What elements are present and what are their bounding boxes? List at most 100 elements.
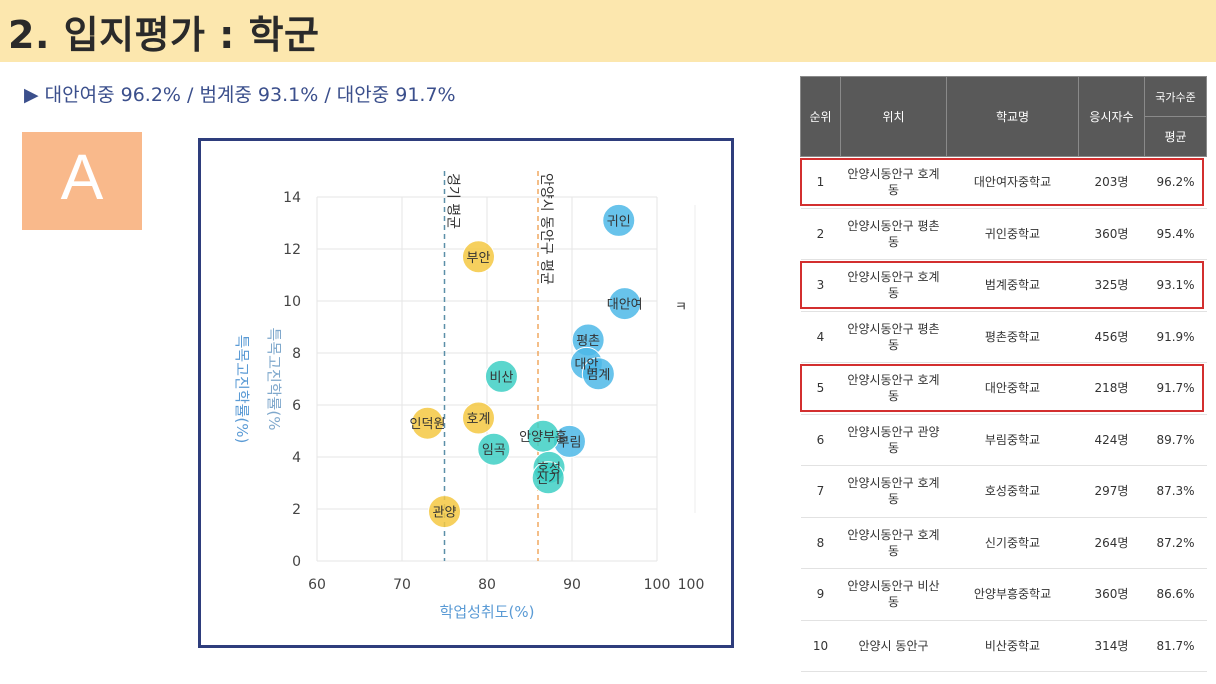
y-tick-label: 4 xyxy=(292,450,301,466)
cell-rank: 9 xyxy=(800,568,841,621)
data-point-label: 귀인 xyxy=(607,214,631,229)
cell-school: 대안여자중학교 xyxy=(946,156,1079,209)
cell-location: 안양시동안구 평촌동 xyxy=(840,311,947,363)
header-rank: 순위 xyxy=(800,76,841,157)
cell-rank: 10 xyxy=(800,620,841,672)
cell-rank: 7 xyxy=(800,465,841,518)
reference-line-label: 경기 평균 xyxy=(445,173,461,229)
cell-school: 귀인중학교 xyxy=(946,208,1079,260)
data-point-label: 신기 xyxy=(536,472,560,487)
cell-takers: 325명 xyxy=(1078,259,1145,312)
x-tick-label-extra: 100 xyxy=(678,577,705,593)
table-row: 5 안양시동안구 호계동 대안중학교 218명 91.7% xyxy=(800,362,1207,415)
cell-rank: 6 xyxy=(800,414,841,466)
data-point-label: 임곡 xyxy=(482,443,506,458)
reference-line-label: 안양시 동안구 평균 xyxy=(538,173,554,285)
cell-school: 비산중학교 xyxy=(946,620,1079,672)
school-ranking-table-wrap: 순위 위치 학교명 응시자수 국가수준 평균 1 안양시동안구 호계동 대안여자중학… xyxy=(800,76,1207,672)
y-axis-label-shadow: 특목고진학률(% xyxy=(265,328,283,431)
cell-average: 89.7% xyxy=(1144,414,1207,466)
y-tick-label: 8 xyxy=(292,346,301,362)
cell-location: 안양시동안구 평촌동 xyxy=(840,208,947,260)
data-point xyxy=(411,406,444,440)
data-point-label: 평촌 xyxy=(576,334,600,349)
table-row: 6 안양시동안구 관양동 부림중학교 424명 89.7% xyxy=(800,414,1207,466)
y-tick-label: 0 xyxy=(292,554,301,570)
cell-takers: 456명 xyxy=(1078,311,1145,363)
x-tick-label: 100 xyxy=(644,577,671,593)
cell-school: 신기중학교 xyxy=(946,517,1079,569)
y-axis-label: 특목고진학률(%) xyxy=(233,335,251,444)
cell-average: 86.6% xyxy=(1144,568,1207,621)
cell-school: 평촌중학교 xyxy=(946,311,1079,363)
data-point-label: 호성 xyxy=(537,461,561,476)
cell-location: 안양시동안구 비산동 xyxy=(840,568,947,621)
cell-takers: 360명 xyxy=(1078,568,1145,621)
data-point xyxy=(428,495,461,529)
cell-average: 81.7% xyxy=(1144,620,1207,672)
scatter-chart: 60 70 80 90 100 100 0 2 4 6 8 10 12 14 학업성취도(%) 특목고진학률(… xyxy=(233,171,705,621)
table-row: 1 안양시동안구 호계동 대안여자중학교 203명 96.2% xyxy=(800,156,1207,209)
cell-takers: 203명 xyxy=(1078,156,1145,209)
cell-school: 부림중학교 xyxy=(946,414,1079,466)
summary-text: ▶ 대안여중 96.2% / 범계중 93.1% / 대안중 91.7% xyxy=(24,84,456,106)
table-row: 2 안양시동안구 평촌동 귀인중학교 360명 95.4% xyxy=(800,208,1207,260)
x-tick-label: 90 xyxy=(563,577,581,593)
cell-average: 95.4% xyxy=(1144,208,1207,260)
cell-average: 96.2% xyxy=(1144,156,1207,209)
data-point-label: 대안 xyxy=(574,357,598,372)
data-point xyxy=(531,461,565,495)
cell-location: 안양시동안구 호계동 xyxy=(840,156,947,209)
cell-average: 87.3% xyxy=(1144,465,1207,518)
cell-rank: 1 xyxy=(800,156,841,209)
section-badge-label: A xyxy=(60,141,104,213)
cell-school: 안양부흥중학교 xyxy=(946,568,1079,621)
data-point-label: 범계 xyxy=(586,368,610,383)
x-axis-label: 학업성취도(%) xyxy=(440,603,535,621)
header-school: 학교명 xyxy=(946,76,1079,157)
header-takers: 응시자수 xyxy=(1078,76,1145,157)
cell-takers: 424명 xyxy=(1078,414,1145,466)
data-point-label: 안양부흥 xyxy=(519,430,567,445)
cell-average: 87.2% xyxy=(1144,517,1207,569)
cell-average: 91.7% xyxy=(1144,362,1207,415)
header-national: 국가수준 xyxy=(1144,76,1207,117)
cell-school: 호성중학교 xyxy=(946,465,1079,518)
data-point xyxy=(581,357,615,391)
scatter-chart-frame: 60 70 80 90 100 100 0 2 4 6 8 10 12 14 학업성취도(%) 특목고진학률(… xyxy=(198,138,734,648)
x-tick-label: 80 xyxy=(478,577,496,593)
data-point xyxy=(602,203,636,237)
cell-rank: 5 xyxy=(800,362,841,415)
data-point xyxy=(462,401,495,435)
data-point xyxy=(608,287,642,321)
table-row: 7 안양시동안구 호계동 호성중학교 297명 87.3% xyxy=(800,465,1207,518)
cell-location: 안양시 동안구 xyxy=(840,620,947,672)
data-point-label: 인덕원 xyxy=(410,417,446,432)
header-average: 평균 xyxy=(1144,116,1207,157)
data-point-label: 대안여 xyxy=(607,298,643,313)
x-tick-label: 70 xyxy=(393,577,411,593)
cell-takers: 314명 xyxy=(1078,620,1145,672)
data-point xyxy=(462,240,495,274)
cell-takers: 264명 xyxy=(1078,517,1145,569)
cell-average: 91.9% xyxy=(1144,311,1207,363)
cell-average: 93.1% xyxy=(1144,259,1207,312)
header-location: 위치 xyxy=(840,76,947,157)
school-ranking-table: 순위 위치 학교명 응시자수 국가수준 평균 1 안양시동안구 호계동 대안여자중학… xyxy=(800,76,1207,672)
data-point xyxy=(484,359,518,393)
x-tick-label: 60 xyxy=(308,577,326,593)
cell-location: 안양시동안구 호계동 xyxy=(840,517,947,569)
table-row: 10 안양시 동안구 비산중학교 314명 81.7% xyxy=(800,620,1207,672)
y-tick-label: 14 xyxy=(283,190,301,206)
cell-takers: 360명 xyxy=(1078,208,1145,260)
y-tick-label: 6 xyxy=(292,398,301,414)
table-row: 3 안양시동안구 호계동 범계중학교 325명 93.1% xyxy=(800,259,1207,312)
y-tick-label: 12 xyxy=(283,242,301,258)
data-point-label: 부안 xyxy=(467,251,491,266)
data-point xyxy=(477,432,511,466)
cell-rank: 4 xyxy=(800,311,841,363)
table-row: 9 안양시동안구 비산동 안양부흥중학교 360명 86.6% xyxy=(800,568,1207,621)
cell-school: 범계중학교 xyxy=(946,259,1079,312)
page-title: 2. 입지평가 : 학군 xyxy=(8,13,320,57)
title-bar: 2. 입지평가 : 학군 xyxy=(0,0,1216,62)
